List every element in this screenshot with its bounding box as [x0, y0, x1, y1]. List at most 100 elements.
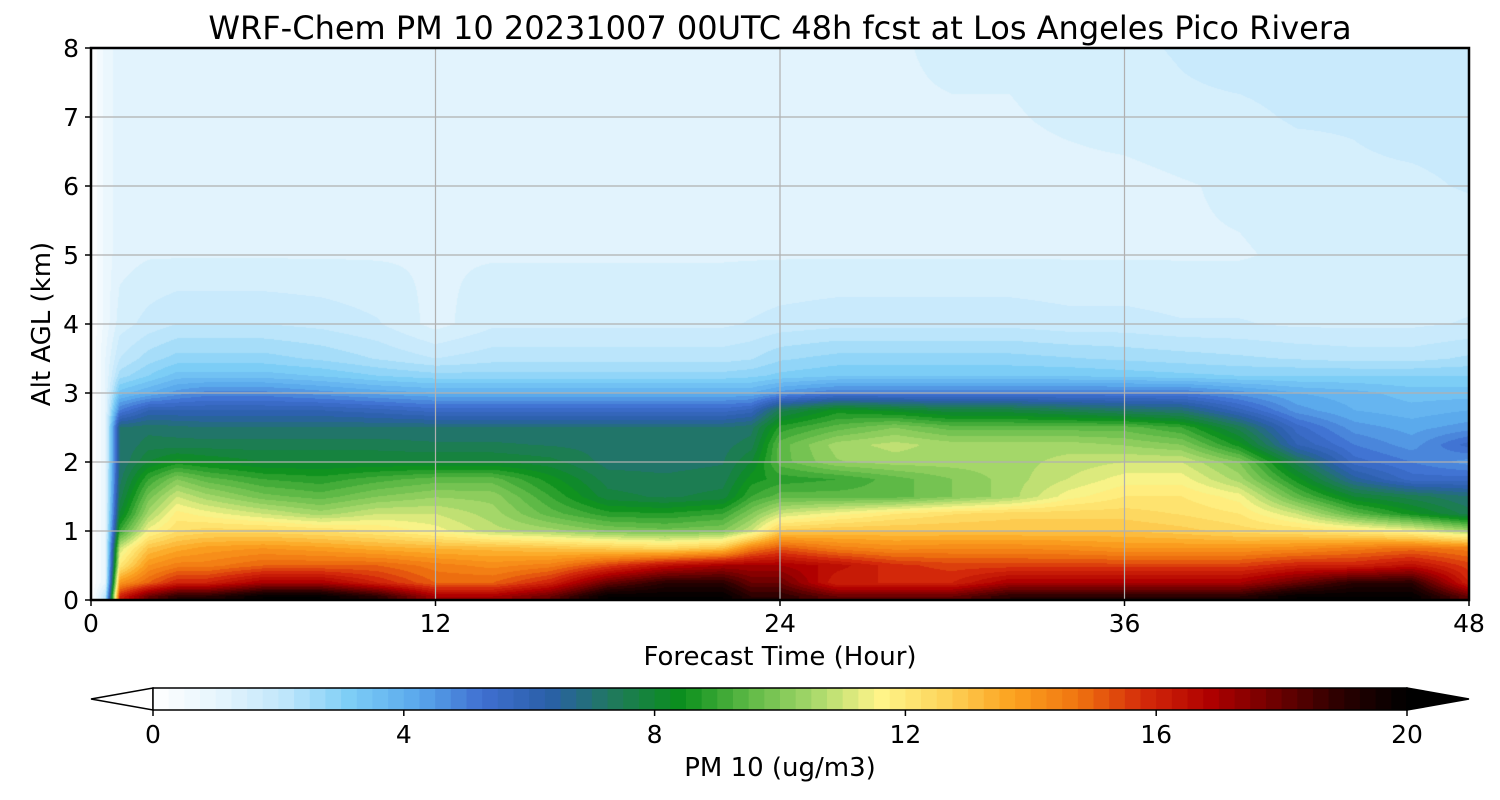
colorbar-extend-low [90, 687, 154, 711]
colorbar-swatch [764, 688, 781, 710]
colorbar-swatch [309, 688, 327, 710]
colorbar-tick-label: 0 [145, 720, 161, 749]
colorbar-swatch [685, 688, 703, 710]
colorbar-swatch [623, 688, 640, 710]
colorbar-swatch [262, 688, 279, 710]
colorbar-swatch [1328, 688, 1345, 710]
colorbar-swatch [356, 688, 374, 710]
colorbar-swatch [591, 688, 609, 710]
y-tick-label: 5 [63, 241, 79, 270]
y-tick-label: 7 [63, 103, 79, 132]
colorbar-swatch [529, 688, 546, 710]
x-tick-label: 24 [764, 609, 796, 638]
colorbar-swatch [842, 688, 859, 710]
colorbar-swatch [1281, 688, 1298, 710]
colorbar-swatch [748, 688, 765, 710]
colorbar-swatch [576, 688, 593, 710]
colorbar-swatch [811, 688, 828, 710]
colorbar-swatch [921, 688, 938, 710]
colorbar-label: PM 10 (ug/m3) [684, 753, 876, 783]
colorbar-swatch [1015, 688, 1032, 710]
colorbar-swatch [403, 688, 421, 710]
colorbar-swatch [1375, 688, 1392, 710]
y-tick-label: 2 [63, 448, 79, 477]
colorbar-swatch [905, 688, 922, 710]
y-tick-label: 3 [63, 379, 79, 408]
colorbar-swatch [1140, 688, 1157, 710]
colorbar-swatch [1234, 688, 1251, 710]
colorbar-swatch [294, 688, 311, 710]
colorbar-frame [152, 687, 1408, 711]
colorbar-ticks: 0 4 8 12 16 20 [145, 710, 1423, 749]
colorbar-swatch [1156, 688, 1173, 710]
colorbar-swatch [1109, 688, 1126, 710]
colorbar-extend-high [1406, 687, 1470, 711]
colorbar-swatch [1062, 688, 1079, 710]
colorbar-swatch [1344, 688, 1361, 710]
colorbar-swatch [968, 688, 985, 710]
colorbar-swatch [435, 688, 452, 710]
colorbar-swatch [732, 688, 750, 710]
colorbar-swatch [1203, 688, 1220, 710]
colorbar-swatch [1391, 688, 1408, 710]
colorbar-tick-label: 12 [889, 720, 921, 749]
colorbar-swatch [482, 688, 499, 710]
x-axis-ticks: 0 12 24 36 48 [83, 600, 1485, 638]
colorbar-swatch [827, 688, 844, 710]
colorbar-swatch [247, 688, 264, 710]
colorbar-swatch [654, 688, 671, 710]
colorbar-swatch [231, 688, 248, 710]
colorbar-swatch [999, 688, 1016, 710]
x-axis-label: Forecast Time (Hour) [643, 642, 916, 672]
colorbar-swatch [858, 688, 875, 710]
colorbar-swatch [874, 688, 891, 710]
colorbar-swatch [889, 688, 906, 710]
x-tick-label: 12 [420, 609, 452, 638]
colorbar-swatch [1171, 688, 1189, 710]
y-tick-label: 8 [63, 34, 79, 63]
y-tick-label: 0 [63, 586, 79, 615]
colorbar-swatch [701, 688, 718, 710]
colorbar-swatch [341, 688, 358, 710]
colorbar-swatch [1187, 688, 1204, 710]
colorbar-swatch [497, 688, 515, 710]
colorbar-swatch [1077, 688, 1095, 710]
colorbar: 0 4 8 12 16 20 PM 10 (ug/m3) [90, 687, 1470, 783]
colorbar-swatch [1359, 688, 1377, 710]
colorbar-tick-label: 16 [1140, 720, 1172, 749]
colorbar-swatch [670, 688, 687, 710]
grid-lines [91, 48, 1469, 600]
colorbar-swatch [1124, 688, 1142, 710]
colorbar-swatch [1218, 688, 1236, 710]
colorbar-swatch [450, 688, 468, 710]
colorbar-swatch [544, 688, 562, 710]
colorbar-swatch [168, 688, 185, 710]
x-tick-label: 48 [1453, 609, 1485, 638]
colorbar-swatch [717, 688, 734, 710]
y-tick-label: 6 [63, 172, 79, 201]
x-tick-label: 36 [1109, 609, 1141, 638]
colorbar-swatch [200, 688, 217, 710]
y-tick-label: 1 [63, 517, 79, 546]
colorbar-swatch [1250, 688, 1267, 710]
colorbar-swatch [153, 688, 170, 710]
colorbar-swatch [184, 688, 201, 710]
chart-title: WRF-Chem PM 10 20231007 00UTC 48h fcst a… [208, 9, 1351, 47]
colorbar-swatch [1297, 688, 1314, 710]
x-tick-label: 0 [83, 609, 99, 638]
colorbar-swatch [1093, 688, 1110, 710]
y-axis-label: Alt AGL (km) [27, 242, 57, 406]
colorbar-swatch [419, 688, 436, 710]
colorbar-swatch [1030, 688, 1048, 710]
colorbar-swatch [560, 688, 577, 710]
colorbar-swatch [936, 688, 954, 710]
colorbar-swatch [388, 688, 405, 710]
colorbar-swatches [153, 688, 1408, 710]
colorbar-swatch [983, 688, 1001, 710]
colorbar-swatch [513, 688, 530, 710]
y-tick-label: 4 [63, 310, 79, 339]
colorbar-swatch [1312, 688, 1330, 710]
colorbar-swatch [1265, 688, 1283, 710]
